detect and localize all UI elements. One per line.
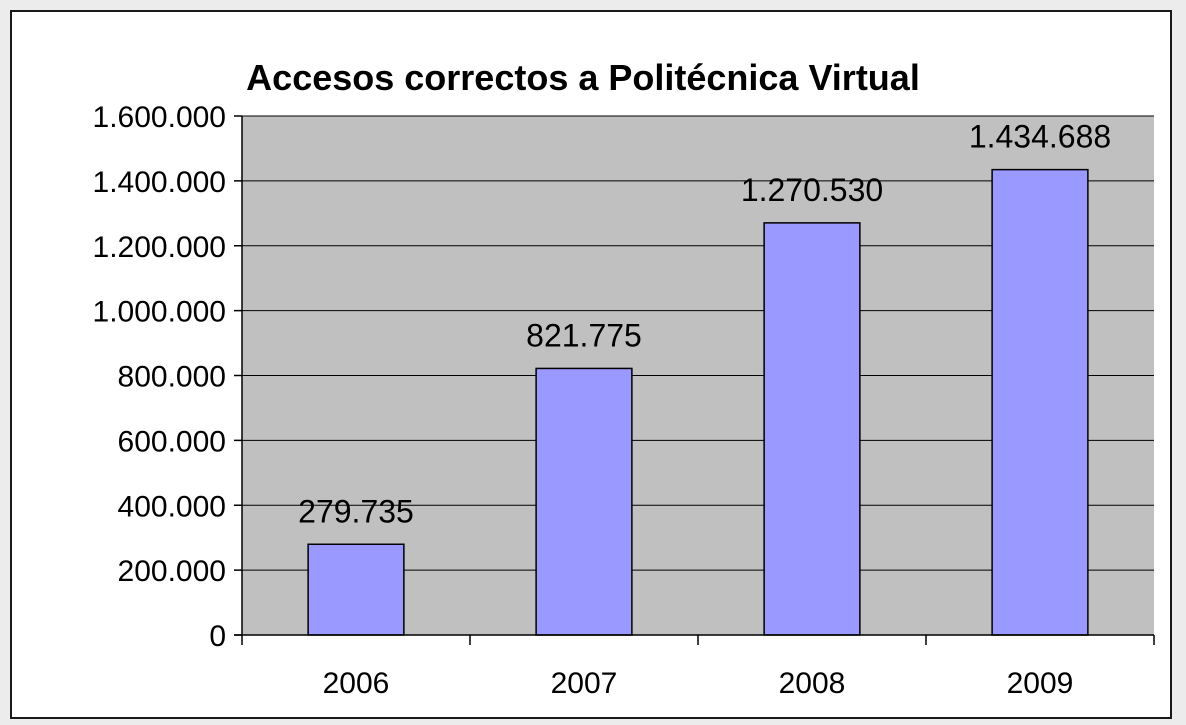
x-tick-label: 2009 (1007, 667, 1074, 700)
y-tick-label: 1.000.000 (93, 296, 226, 329)
data-label: 821.775 (526, 317, 642, 353)
bar (307, 543, 405, 636)
bar (991, 168, 1089, 636)
chart-title: Accesos correctos a Politécnica Virtual (246, 57, 920, 98)
y-tick-label: 0 (209, 620, 226, 653)
y-tick-label: 600.000 (118, 425, 226, 458)
y-tick-label: 1.200.000 (93, 231, 226, 264)
y-tick-label: 800.000 (118, 361, 226, 394)
y-tick-label: 200.000 (118, 555, 226, 588)
x-tick-label: 2007 (551, 667, 618, 700)
x-tick-label: 2006 (323, 667, 390, 700)
y-tick-label: 400.000 (118, 490, 226, 523)
bar (535, 367, 633, 636)
y-tick-label: 1.400.000 (93, 166, 226, 199)
data-label: 1.434.688 (969, 119, 1111, 155)
bar-chart: Accesos correctos a Politécnica Virtual … (93, 57, 1155, 700)
bar (763, 222, 861, 636)
plot-area: 0 200.000 400.000 600.000 800.000 1.000.000 1.… (93, 101, 1155, 700)
data-label: 1.270.530 (741, 172, 883, 208)
data-label: 279.735 (298, 493, 414, 529)
chart-frame: Accesos correctos a Politécnica Virtual … (10, 10, 1172, 719)
x-tick-label: 2008 (779, 667, 846, 700)
y-tick-label: 1.600.000 (93, 101, 226, 134)
